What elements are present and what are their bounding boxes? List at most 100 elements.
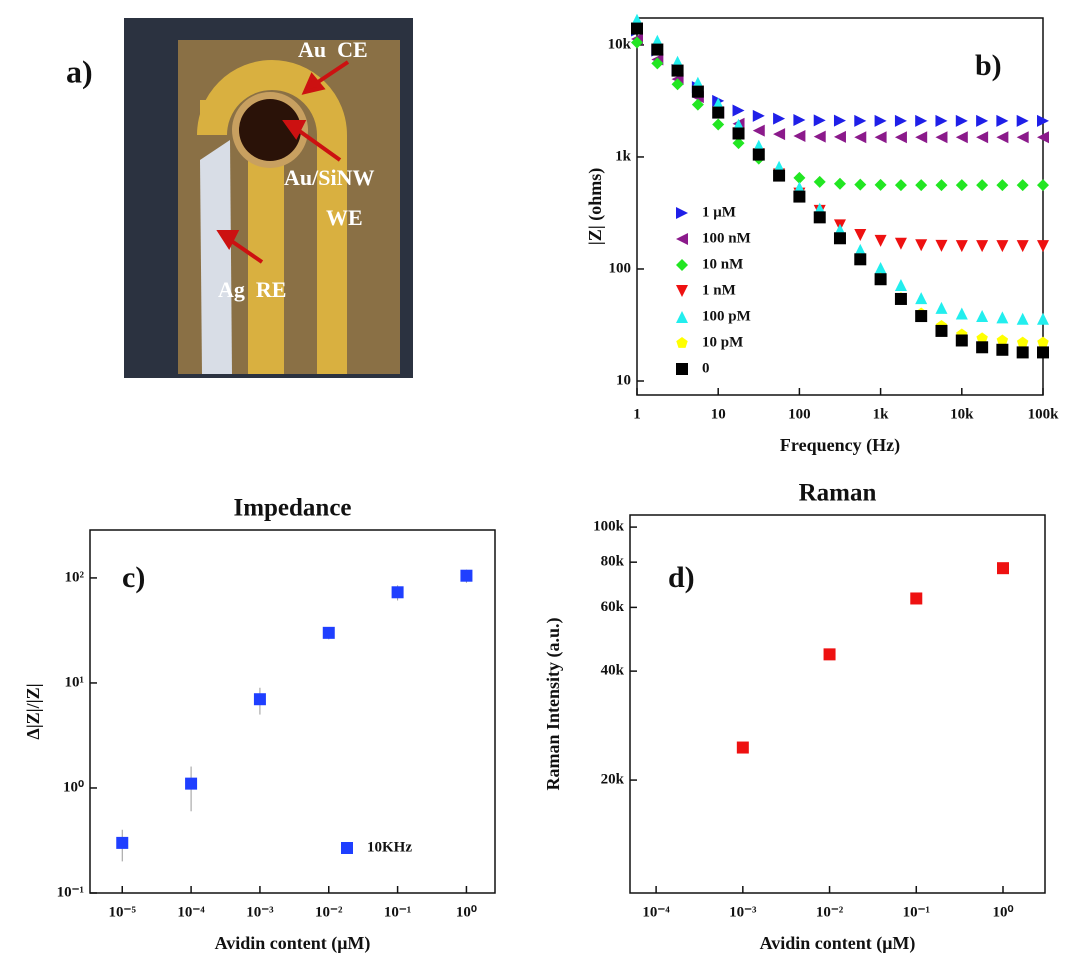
legend-marker: [676, 285, 688, 297]
arrows: [216, 60, 350, 264]
marker: [910, 592, 923, 605]
marker: [874, 114, 887, 127]
x-tick-label: 10⁰: [456, 904, 477, 920]
arrowhead: [282, 120, 307, 140]
marker: [671, 64, 684, 77]
marker: [976, 131, 989, 144]
marker: [894, 114, 907, 127]
marker: [253, 693, 266, 706]
marker: [773, 169, 786, 182]
marker: [732, 127, 745, 140]
ce-end: [200, 100, 214, 130]
marker: [935, 131, 948, 144]
marker: [996, 343, 1009, 356]
marker: [955, 334, 968, 347]
x-tick-label: 10⁰: [992, 904, 1013, 920]
marker: [732, 104, 745, 117]
photo-label: Au/SiNW: [284, 165, 374, 190]
marker: [691, 98, 704, 111]
marker: [391, 586, 404, 599]
marker: [651, 43, 664, 56]
y-axis-label: Δ|Z|/|Z|: [23, 683, 43, 739]
y-tick-label: 10k: [608, 36, 632, 52]
y-tick-label: 10⁰: [63, 779, 84, 795]
marker: [996, 334, 1009, 346]
marker: [1037, 312, 1049, 325]
y-tick-label: 10¹: [65, 674, 85, 690]
marker: [854, 229, 867, 242]
marker: [935, 114, 948, 127]
marker: [935, 179, 948, 192]
y-tick-label: 40k: [601, 663, 625, 679]
x-tick-label: 10⁻³: [729, 904, 757, 920]
marker: [1016, 346, 1029, 359]
legend-label: 0: [702, 360, 710, 376]
x-tick-label: 10: [711, 406, 726, 422]
marker: [1016, 240, 1029, 253]
x-tick-label: 10⁻¹: [903, 904, 930, 920]
legend-label: 100 nM: [702, 230, 751, 246]
x-tick-label: 10⁻²: [315, 904, 343, 920]
legend-marker: [341, 842, 353, 854]
y-tick-label: 100k: [593, 519, 625, 535]
marker: [1016, 131, 1029, 144]
marker: [813, 175, 826, 188]
x-tick-label: 100k: [1028, 406, 1060, 422]
x-axis-label: Frequency (Hz): [780, 435, 900, 456]
y-tick-label: 10: [616, 372, 631, 388]
x-axis-label: Avidin content (μM): [760, 933, 916, 954]
marker: [996, 311, 1009, 324]
marker: [874, 131, 887, 144]
marker: [752, 148, 765, 161]
x-tick-label: 1: [633, 406, 641, 422]
marker: [915, 292, 928, 305]
marker: [322, 626, 335, 639]
marker: [1037, 240, 1049, 253]
marker: [976, 341, 989, 354]
marker: [976, 240, 989, 253]
marker: [1016, 336, 1029, 348]
legend-label: 10 nM: [702, 256, 743, 272]
marker: [833, 177, 846, 190]
marker: [854, 114, 867, 127]
plot-frame: [629, 514, 1046, 894]
y-tick-label: 60k: [601, 599, 625, 615]
marker: [976, 179, 989, 192]
marker: [752, 109, 765, 122]
marker: [996, 179, 1009, 192]
marker: [915, 131, 928, 144]
marker: [773, 112, 786, 125]
legend-marker: [676, 337, 688, 348]
marker: [691, 85, 704, 98]
marker: [833, 130, 846, 143]
marker: [1037, 114, 1049, 127]
marker: [894, 179, 907, 192]
reference-electrode: [200, 140, 232, 374]
marker: [996, 562, 1009, 575]
marker: [894, 237, 907, 250]
marker: [1037, 336, 1049, 348]
marker: [712, 118, 725, 131]
y-tick-label: 10⁻¹: [57, 884, 84, 900]
photo: Au CE Au/SiNW WE Ag RE a): [66, 18, 413, 378]
marker: [976, 114, 989, 127]
legend-marker: [676, 233, 688, 245]
marker: [833, 114, 846, 127]
marker: [671, 78, 684, 91]
marker: [854, 131, 867, 144]
y-tick-label: 1k: [615, 148, 632, 164]
marker: [823, 648, 836, 661]
marker: [793, 113, 806, 126]
legend-marker: [676, 311, 688, 323]
legend-label: 10 pM: [702, 334, 743, 350]
marker: [874, 234, 887, 247]
marker: [874, 273, 887, 286]
x-tick-label: 1k: [873, 406, 890, 422]
marker: [955, 131, 968, 144]
marker: [996, 131, 1009, 144]
series: [736, 562, 1009, 754]
marker: [833, 232, 846, 245]
marker: [813, 114, 826, 127]
marker: [793, 190, 806, 203]
